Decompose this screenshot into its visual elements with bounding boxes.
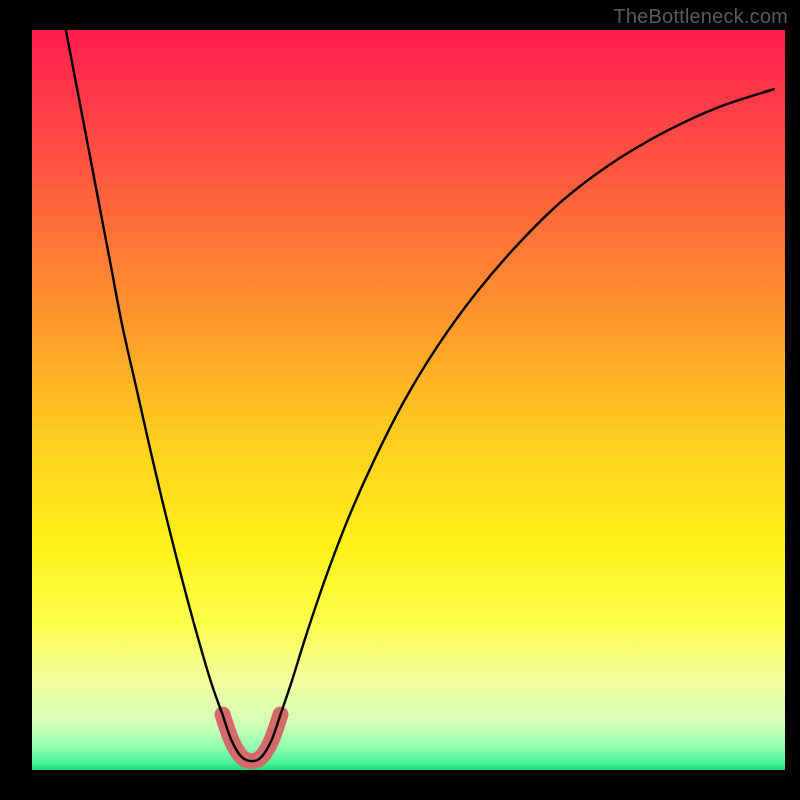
chart-container: TheBottleneck.com <box>0 0 800 800</box>
watermark-text: TheBottleneck.com <box>613 6 788 29</box>
chart-area <box>32 30 785 770</box>
bottleneck-curve-chart <box>32 30 785 770</box>
